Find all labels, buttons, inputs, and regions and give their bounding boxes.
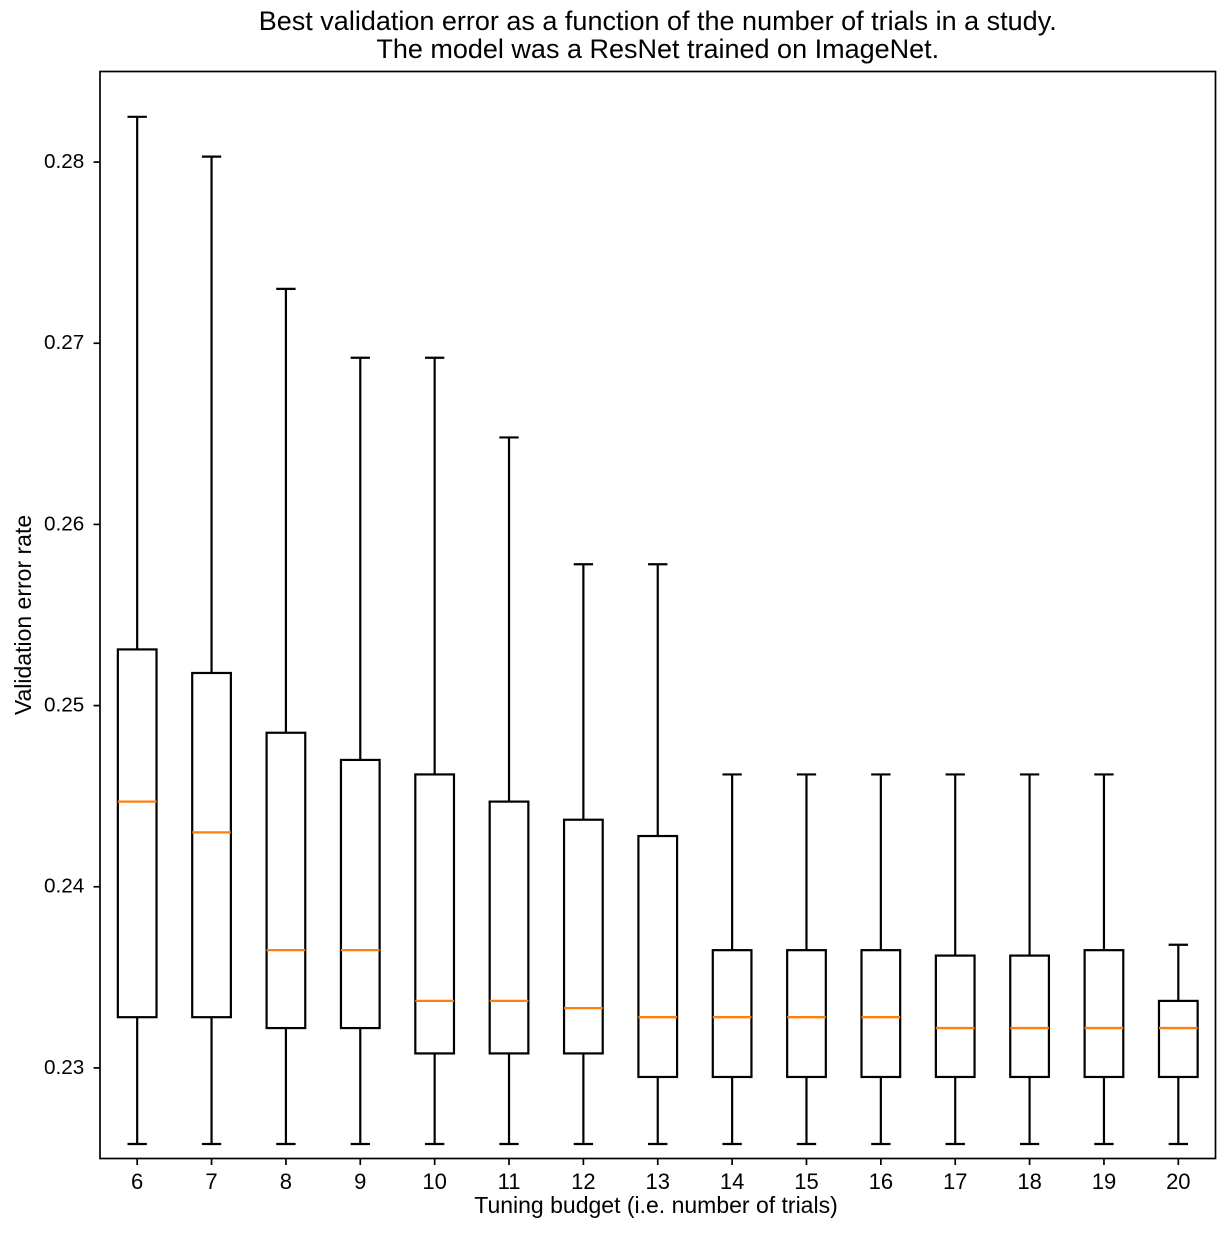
- svg-text:0.26: 0.26: [44, 512, 84, 535]
- svg-text:0.27: 0.27: [44, 331, 84, 354]
- svg-text:Tuning budget (i.e. number of: Tuning budget (i.e. number of trials): [474, 1192, 838, 1218]
- svg-text:The model was a ResNet trained: The model was a ResNet trained on ImageN…: [376, 34, 939, 64]
- svg-text:0.23: 0.23: [44, 1056, 84, 1079]
- svg-text:0.28: 0.28: [44, 150, 84, 173]
- svg-text:0.24: 0.24: [44, 875, 84, 898]
- svg-text:15: 15: [794, 1169, 818, 1194]
- svg-text:Validation error rate: Validation error rate: [10, 515, 36, 715]
- svg-text:14: 14: [720, 1169, 744, 1194]
- svg-text:17: 17: [943, 1169, 967, 1194]
- svg-text:9: 9: [354, 1169, 366, 1194]
- svg-text:7: 7: [205, 1169, 217, 1194]
- svg-text:11: 11: [498, 1169, 521, 1194]
- svg-text:Best validation error as a fun: Best validation error as a function of t…: [259, 6, 1057, 36]
- svg-text:19: 19: [1092, 1169, 1116, 1194]
- svg-text:16: 16: [869, 1169, 893, 1194]
- svg-text:18: 18: [1017, 1169, 1041, 1194]
- svg-text:10: 10: [422, 1169, 446, 1194]
- svg-text:20: 20: [1166, 1169, 1190, 1194]
- svg-text:0.25: 0.25: [44, 694, 84, 717]
- svg-text:13: 13: [646, 1169, 670, 1194]
- svg-text:8: 8: [280, 1169, 292, 1194]
- svg-text:12: 12: [571, 1169, 595, 1194]
- svg-text:6: 6: [131, 1169, 143, 1194]
